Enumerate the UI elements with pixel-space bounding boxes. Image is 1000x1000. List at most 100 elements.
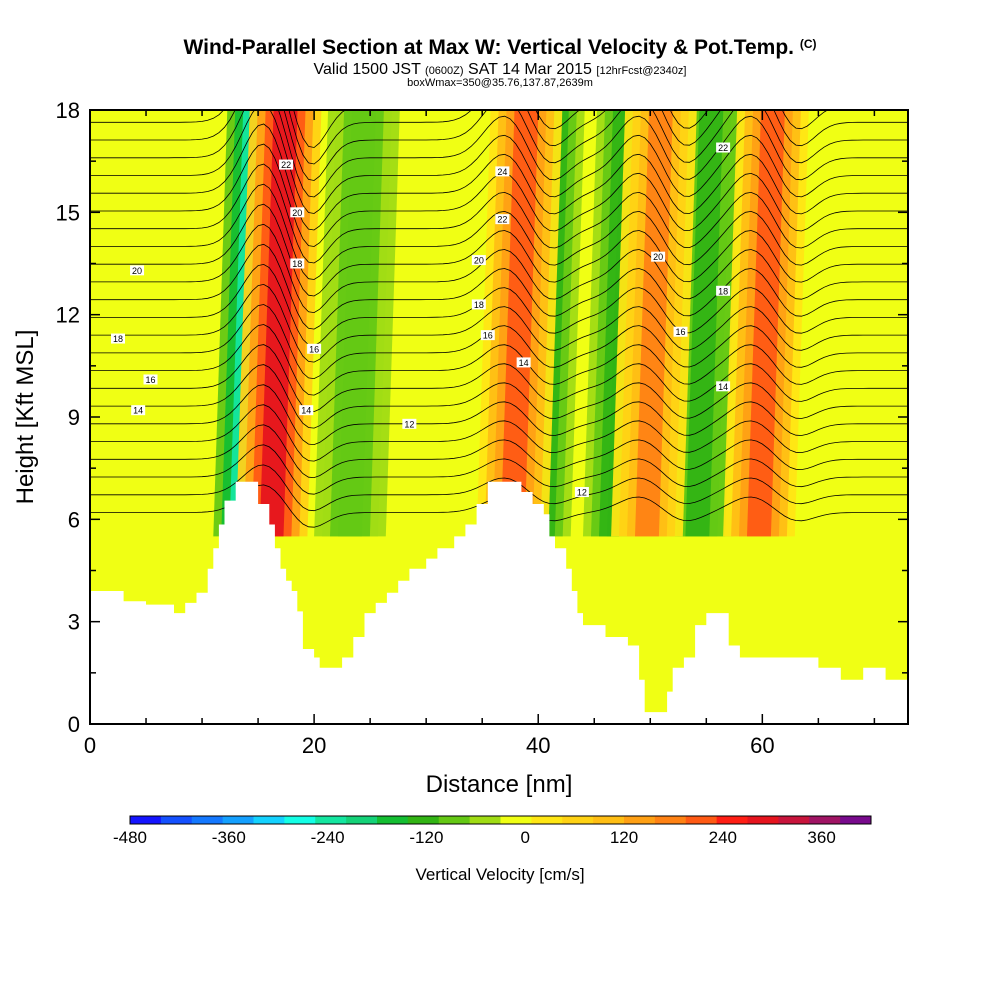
colorbar-swatch <box>407 816 440 824</box>
theta-contour-line <box>90 324 908 396</box>
contour-label-box <box>574 487 589 498</box>
theta-contour-line <box>90 283 908 363</box>
colorbar-tick-label: -240 <box>311 828 345 847</box>
colorbar-swatch <box>531 816 563 824</box>
colorbar-swatch <box>469 816 502 824</box>
colorbar-swatch <box>346 816 378 824</box>
theta-contour-line <box>90 183 908 280</box>
y-tick-label: 3 <box>68 610 80 635</box>
theta-contour-line <box>90 223 908 314</box>
colorbar-swatch <box>130 816 162 824</box>
title-main: Wind-Parallel Section at Max W: Vertical… <box>183 36 794 59</box>
contour-label: 18 <box>113 334 123 344</box>
downdraft-band <box>338 110 376 537</box>
contour-label: 20 <box>653 252 663 262</box>
x-axis-label: Distance [nm] <box>426 771 573 798</box>
contour-label-box <box>307 343 322 354</box>
contour-label: 18 <box>292 259 302 269</box>
contour-label-box <box>716 285 731 296</box>
y-tick-label: 9 <box>68 405 80 430</box>
contour-label-box <box>716 142 731 153</box>
colorbar-swatch <box>253 816 285 824</box>
colorbar-swatch <box>593 816 625 824</box>
theta-contour-line <box>90 110 908 198</box>
contour-label-box <box>111 333 126 344</box>
theta-contour-line <box>90 424 908 479</box>
theta-contour-line <box>90 404 908 462</box>
contour-label-box <box>402 418 417 429</box>
contour-label: 20 <box>132 266 142 276</box>
y-tick-label: 6 <box>68 507 80 532</box>
box-info: boxWmax=350@35.76,137.87,2639m <box>407 77 593 89</box>
valid-prefix: Valid 1500 JST <box>313 61 421 78</box>
x-tick-label: 0 <box>84 733 96 758</box>
colorbar-swatch <box>222 816 255 824</box>
updraft-band <box>747 110 785 537</box>
contour-label-box <box>130 265 145 276</box>
contour-label: 16 <box>309 344 319 354</box>
colorbar-swatch <box>315 816 347 824</box>
colorbar-swatch <box>191 816 224 824</box>
colorbar-swatch <box>840 816 872 824</box>
contour-label: 22 <box>718 143 728 153</box>
theta-contour-line <box>90 123 908 231</box>
theta-contour-line <box>90 163 908 264</box>
colorbar-swatch <box>284 816 316 824</box>
contour-label-box <box>290 207 305 218</box>
contour-label-box <box>131 405 146 416</box>
contour-label: 20 <box>474 256 484 266</box>
colorbar-frame <box>129 815 872 825</box>
contour-label-box <box>673 326 688 337</box>
colorbar-tick-label: -120 <box>409 828 443 847</box>
contour-label: 14 <box>519 358 529 368</box>
contour-label-box <box>516 357 531 368</box>
contour-label: 14 <box>718 382 728 392</box>
contour-label: 12 <box>404 419 414 429</box>
colorbar-swatch <box>716 816 749 824</box>
colorbar-swatch <box>160 816 193 824</box>
contour-label-box <box>279 159 294 170</box>
colorbar-swatch <box>809 816 841 824</box>
x-tick-label: 40 <box>526 733 550 758</box>
colorbar-swatch <box>500 816 532 824</box>
contour-label: 16 <box>676 327 686 337</box>
theta-contour-line <box>90 364 908 429</box>
colorbar-swatch <box>624 816 656 824</box>
colorbar-tick-label: 360 <box>807 828 835 847</box>
contour-label: 16 <box>483 331 493 341</box>
y-tick-label: 18 <box>56 98 80 123</box>
downdraft-band <box>685 110 724 537</box>
colorbar-swatch <box>377 816 409 824</box>
theta-contour-line <box>90 110 908 214</box>
valid-date: SAT 14 Mar 2015 <box>468 61 592 78</box>
contour-label-box <box>495 166 510 177</box>
y-tick-label: 12 <box>56 303 80 328</box>
contour-label-box <box>480 330 495 341</box>
contour-label: 12 <box>577 488 587 498</box>
updraft-band <box>500 110 539 537</box>
colorbar-tick-label: -360 <box>212 828 246 847</box>
x-tick-label: 60 <box>750 733 774 758</box>
contour-label: 18 <box>474 300 484 310</box>
theta-contour-line <box>90 263 908 347</box>
x-tick-label: 20 <box>302 733 326 758</box>
colorbar-tick-label: 240 <box>709 828 737 847</box>
y-tick-label: 0 <box>68 712 80 737</box>
contour-label: 14 <box>301 406 311 416</box>
colorbar-label: Vertical Velocity [cm/s] <box>415 865 584 884</box>
title-mark: (C) <box>799 37 817 51</box>
theta-contour-line <box>90 444 908 495</box>
colorbar-swatch <box>562 816 594 824</box>
theta-contour-line <box>90 464 908 512</box>
y-tick-label: 15 <box>56 200 80 225</box>
contour-label-box <box>299 405 314 416</box>
contour-label: 22 <box>281 160 291 170</box>
contour-label: 14 <box>133 406 143 416</box>
contour-label-box <box>495 214 510 225</box>
contour-label: 16 <box>146 375 156 385</box>
contour-label-box <box>143 374 158 385</box>
theta-contour-line <box>90 203 908 297</box>
contour-label-box <box>651 251 666 262</box>
colorbar-tick-label: 0 <box>520 828 529 847</box>
colorbar-swatch <box>685 816 718 824</box>
